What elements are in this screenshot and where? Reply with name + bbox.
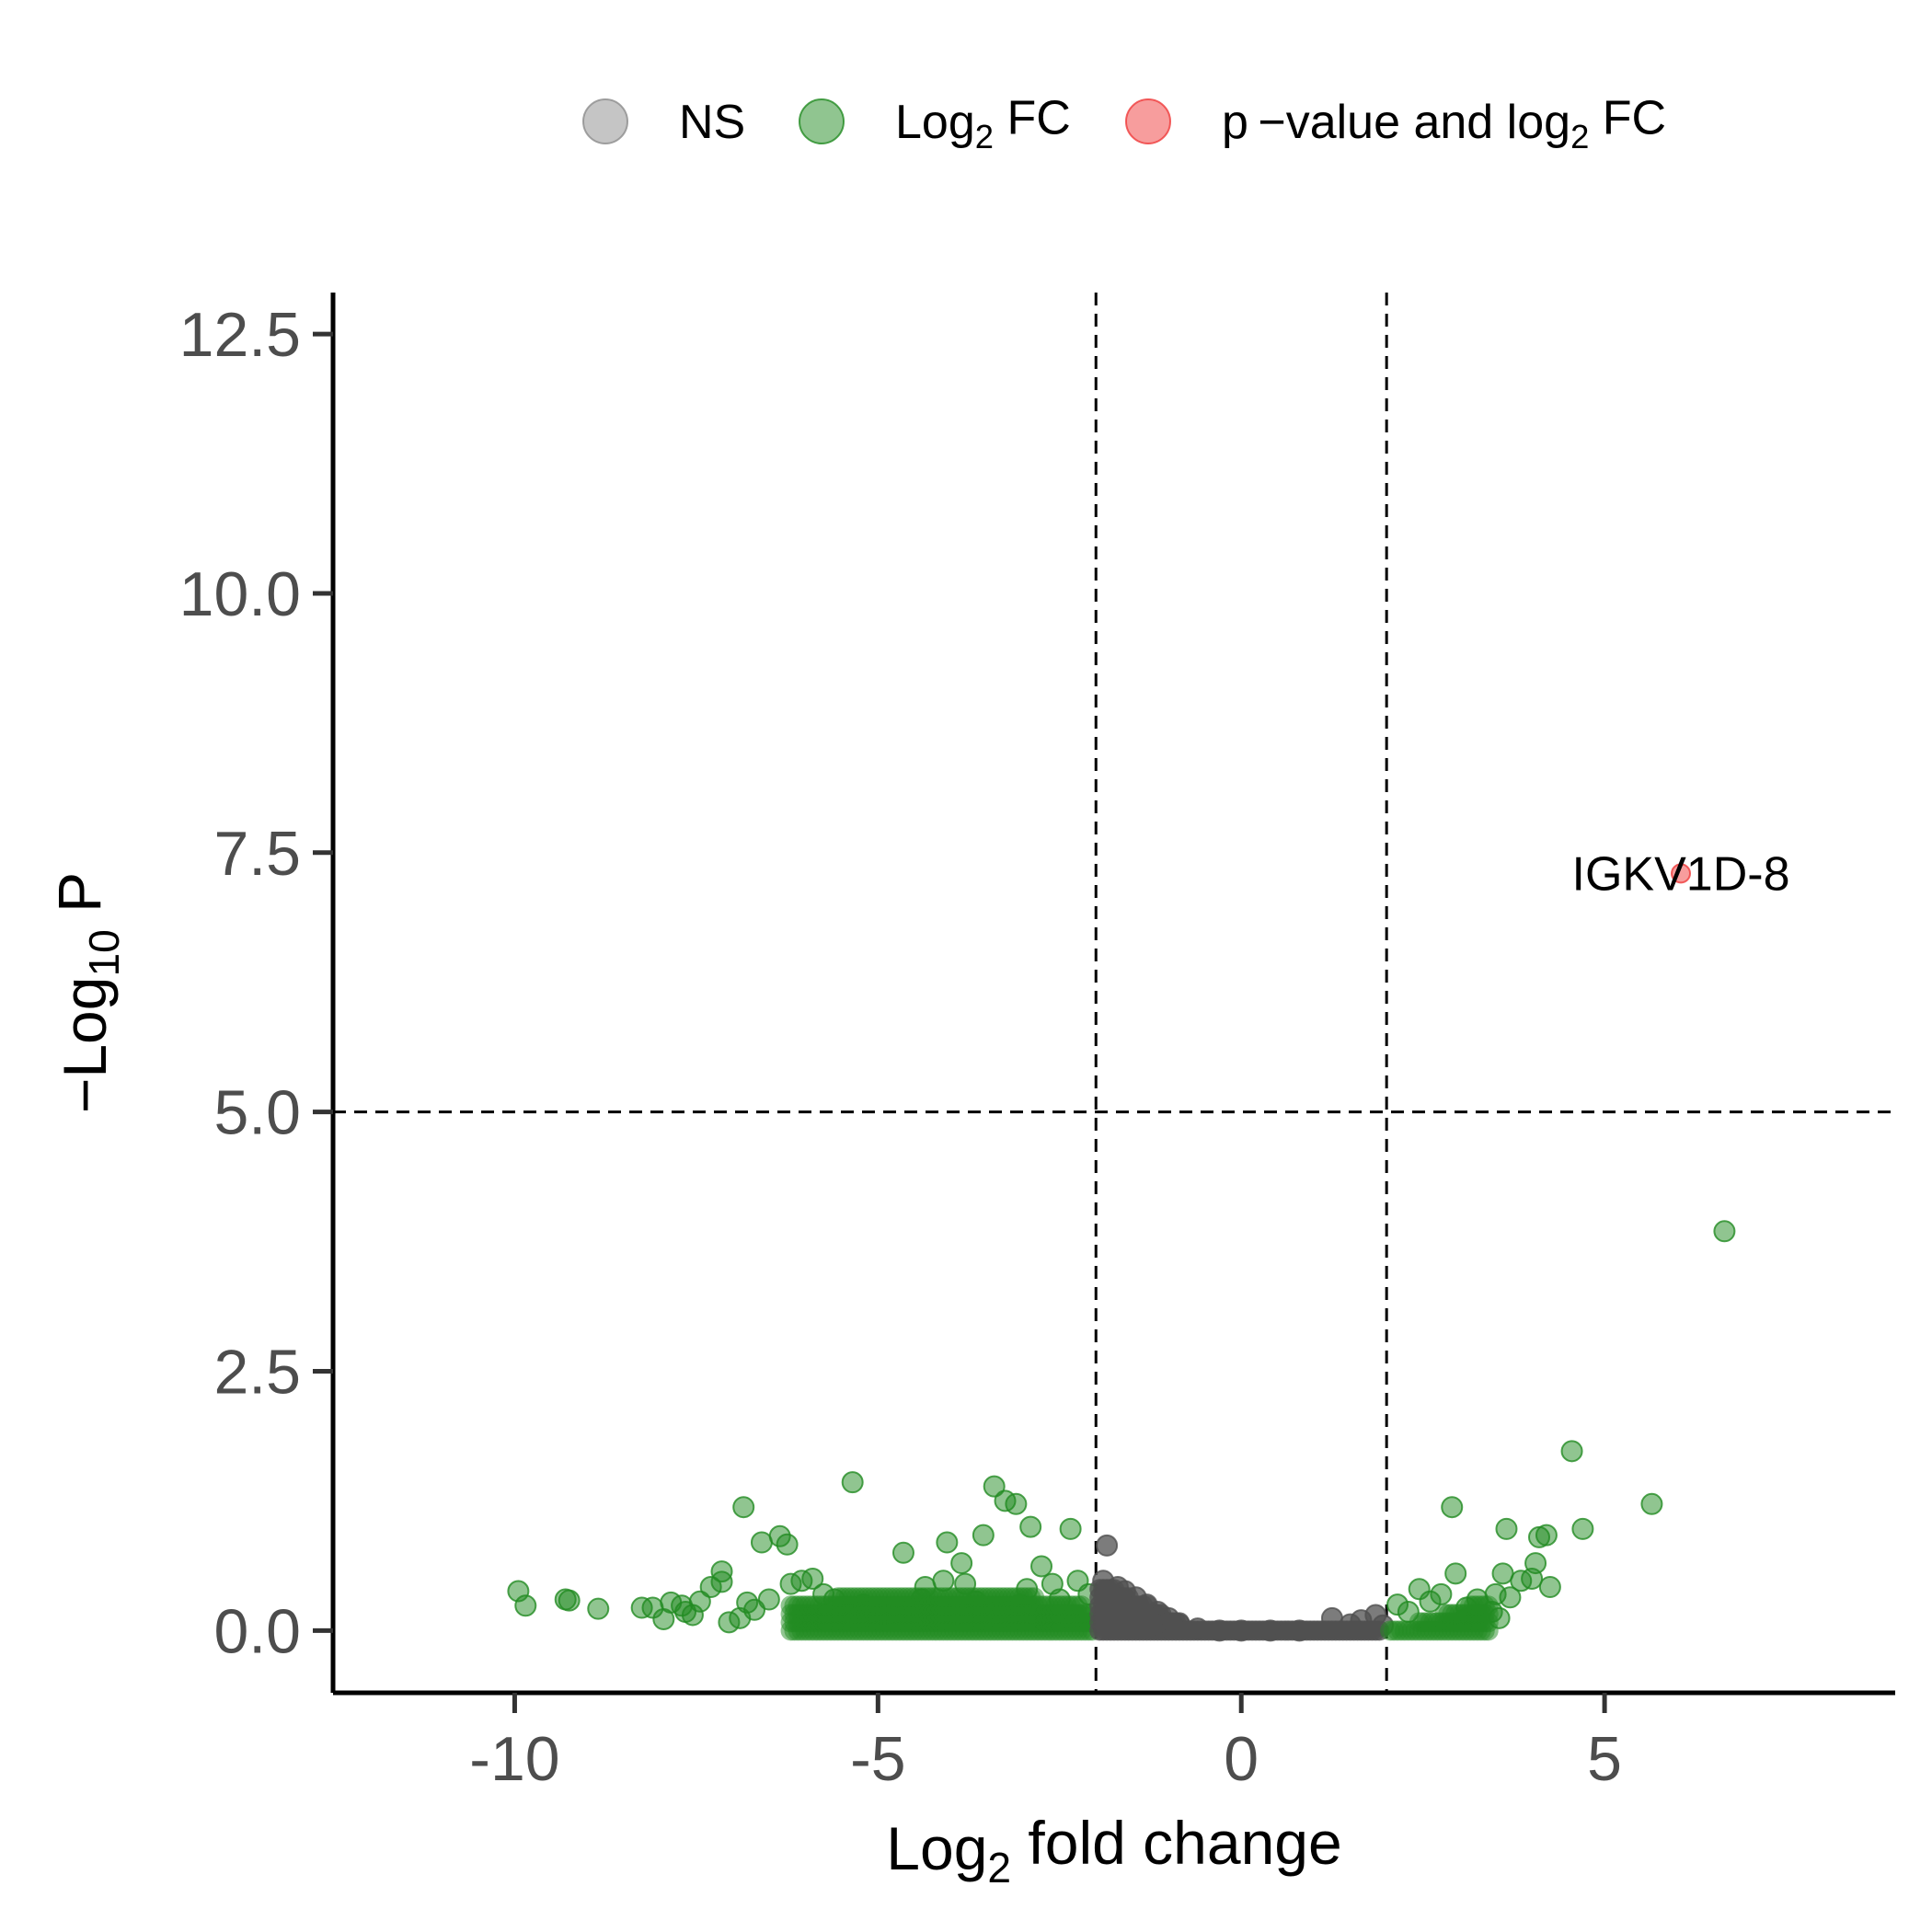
data-point (1430, 1582, 1453, 1605)
y-axis-title: −Log10 P (45, 872, 128, 1113)
x-tick-label: 0 (1224, 1724, 1259, 1794)
data-point (1491, 1562, 1514, 1585)
series-2 (1671, 863, 1692, 884)
data-point (1524, 1552, 1547, 1575)
legend-label-ns: NS (679, 96, 745, 149)
cutoff-lines (333, 293, 1895, 1693)
data-point (1444, 1562, 1467, 1585)
data-point (732, 1496, 755, 1519)
legend-key-fc (799, 98, 845, 144)
data-point (776, 1533, 799, 1556)
data-point (841, 1471, 864, 1494)
data-point (983, 1475, 1006, 1498)
legend-key-both (1125, 98, 1171, 144)
data-point (1495, 1517, 1518, 1540)
annotations: IGKV1D-8 (1572, 847, 1790, 901)
data-point (558, 1589, 581, 1612)
data-point (514, 1594, 537, 1617)
x-tick-label: 5 (1587, 1724, 1622, 1794)
legend-label-both: p −value and log2 FC (1222, 91, 1666, 155)
data-point (1535, 1524, 1558, 1547)
data-point (972, 1524, 995, 1547)
data-point (1005, 1492, 1028, 1515)
legend-label-fc: Log2 FC (895, 91, 1071, 155)
x-axis-title: Log2 fold change (886, 1809, 1341, 1892)
y-tick-label: 10.0 (179, 559, 301, 629)
y-tick-label: 0.0 (213, 1596, 301, 1666)
dense-band (780, 1579, 1499, 1641)
series-1 (507, 1220, 1736, 1634)
data-point (1571, 1517, 1594, 1540)
data-point (1096, 1534, 1119, 1557)
legend-key-ns (582, 98, 628, 144)
y-tick-label: 5.0 (213, 1078, 301, 1148)
data-point (1059, 1517, 1082, 1540)
data-point (1478, 1595, 1499, 1616)
legend: NS Log2 FC p −value and log2 FC (582, 91, 1666, 155)
data-point (1713, 1220, 1736, 1243)
data-point (891, 1541, 914, 1564)
data-point (1019, 1515, 1042, 1538)
data-point (1499, 1586, 1522, 1609)
data-point (688, 1590, 711, 1613)
y-tick-label: 7.5 (213, 819, 301, 889)
data-point (1030, 1555, 1053, 1578)
data-point (936, 1531, 959, 1554)
data-point (801, 1567, 824, 1590)
data-point (1640, 1492, 1663, 1515)
data-point (1671, 863, 1692, 884)
axes: -10 -5 0 5 0.0 2.5 5.0 7.5 10.0 12.5 Log2 fold cha… (45, 293, 1895, 1892)
y-tick-label: 2.5 (213, 1338, 301, 1408)
x-tick-label: -10 (469, 1724, 559, 1794)
data-point (710, 1570, 733, 1593)
y-tick-label: 12.5 (179, 300, 301, 370)
data-point (1441, 1496, 1464, 1519)
gene-label: IGKV1D-8 (1572, 847, 1790, 901)
data-point (1560, 1440, 1583, 1463)
data-points (507, 863, 1736, 1642)
x-tick-label: -5 (850, 1724, 905, 1794)
data-point (587, 1597, 610, 1620)
data-point (950, 1552, 973, 1575)
data-point (1538, 1576, 1561, 1599)
data-point (750, 1531, 773, 1554)
data-point (757, 1588, 780, 1611)
